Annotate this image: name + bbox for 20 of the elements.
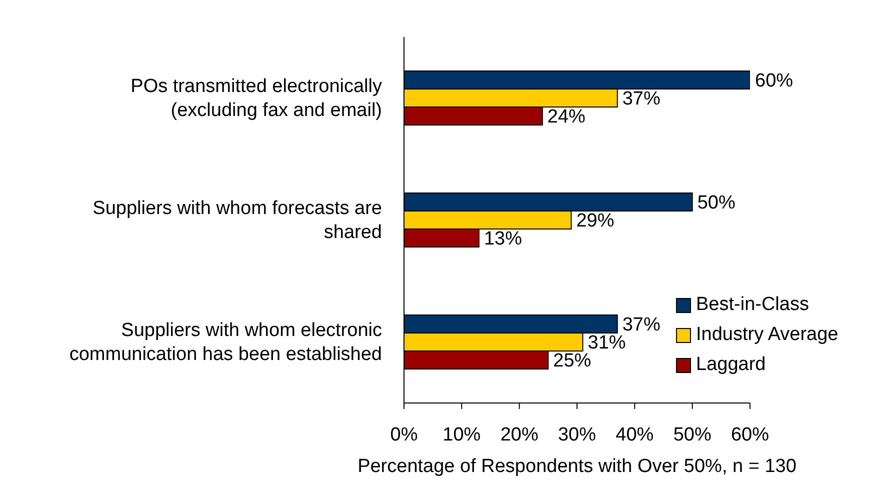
data-label: 60% [755,70,794,92]
data-label: 37% [622,88,660,110]
data-label: 50% [697,192,736,214]
legend-label: Industry Average [696,323,838,347]
x-tick-label: 20% [500,424,538,446]
legend-label: Laggard [696,353,766,377]
data-label: 24% [547,106,586,128]
x-tick-label: 50% [673,424,712,446]
x-tick-label: 0% [390,424,418,446]
x-tick-label: 40% [616,424,654,446]
x-tick-label: 10% [442,424,481,446]
y-tick-label: Suppliers with whom electronic communication has been established [69,320,382,364]
data-label: 29% [576,210,614,232]
data-label: 13% [484,228,522,250]
y-tick-label: Suppliers with whom forecasts are shared [92,198,382,242]
x-tick-label: 30% [558,424,596,446]
x-axis-title: Percentage of Respondents with Over 50%, n = 130 [358,456,796,477]
y-tick-label: POs transmitted electronically (excluding fax and email) [130,76,382,120]
legend-label: Best-in-Class [696,293,809,317]
x-tick-label: 60% [730,424,770,446]
